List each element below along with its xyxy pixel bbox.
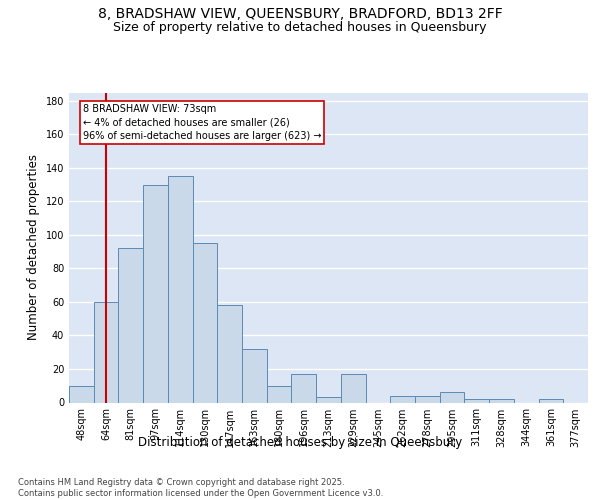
Bar	[193, 244, 217, 402]
Bar	[390, 396, 415, 402]
Bar	[94, 302, 118, 402]
Bar	[69, 386, 94, 402]
Text: 8 BRADSHAW VIEW: 73sqm
← 4% of detached houses are smaller (26)
96% of semi-deta: 8 BRADSHAW VIEW: 73sqm ← 4% of detached …	[83, 104, 321, 141]
Bar	[143, 184, 168, 402]
Bar	[168, 176, 193, 402]
Bar	[440, 392, 464, 402]
Bar	[341, 374, 365, 402]
Bar	[118, 248, 143, 402]
Bar	[242, 349, 267, 403]
Bar	[217, 306, 242, 402]
Bar	[539, 399, 563, 402]
Text: 8, BRADSHAW VIEW, QUEENSBURY, BRADFORD, BD13 2FF: 8, BRADSHAW VIEW, QUEENSBURY, BRADFORD, …	[98, 8, 502, 22]
Bar	[292, 374, 316, 402]
Bar	[489, 399, 514, 402]
Bar	[316, 398, 341, 402]
Bar	[415, 396, 440, 402]
Text: Size of property relative to detached houses in Queensbury: Size of property relative to detached ho…	[113, 21, 487, 34]
Text: Contains HM Land Registry data © Crown copyright and database right 2025.
Contai: Contains HM Land Registry data © Crown c…	[18, 478, 383, 498]
Text: Distribution of detached houses by size in Queensbury: Distribution of detached houses by size …	[138, 436, 462, 449]
Bar	[464, 399, 489, 402]
Y-axis label: Number of detached properties: Number of detached properties	[27, 154, 40, 340]
Bar	[267, 386, 292, 402]
